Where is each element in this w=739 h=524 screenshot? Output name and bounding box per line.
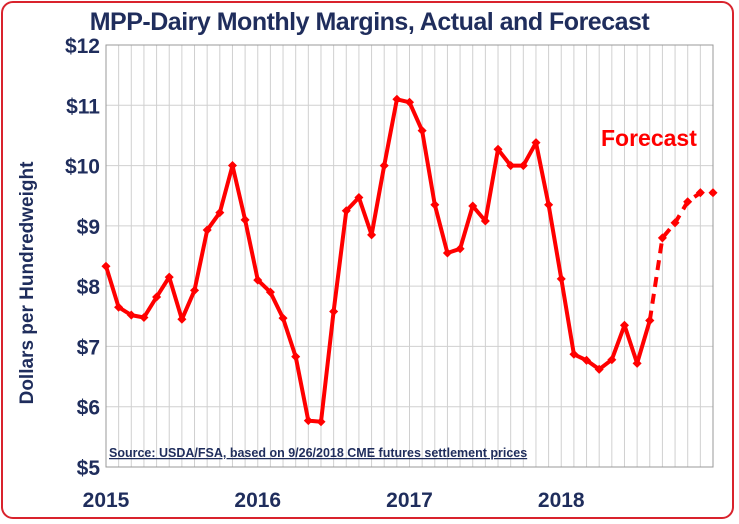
data-point	[101, 261, 111, 271]
y-tick-label: $11	[66, 95, 100, 118]
data-point	[430, 200, 440, 210]
data-point	[316, 417, 326, 427]
data-point	[442, 248, 452, 258]
forecast-annotation: Forecast	[601, 125, 697, 151]
forecast-line	[647, 190, 713, 321]
data-point	[619, 320, 629, 330]
data-point	[379, 161, 389, 171]
data-point	[227, 161, 238, 171]
y-tick-label: $9	[77, 216, 100, 239]
y-tick-label: $7	[77, 336, 100, 359]
data-point	[164, 272, 174, 282]
y-tick-label: $5	[77, 457, 101, 480]
x-tick-label: 2017	[386, 489, 433, 512]
x-tick-label: 2016	[234, 489, 281, 512]
source-note: Source: USDA/FSA, based on 9/26/2018 CME…	[109, 446, 527, 460]
data-point	[582, 355, 592, 365]
x-tick-label: 2015	[83, 489, 130, 512]
data-point	[670, 218, 680, 228]
plot-border	[105, 44, 714, 468]
y-tick-label: $10	[65, 156, 100, 179]
data-point	[177, 314, 187, 324]
data-point	[114, 302, 124, 312]
actual-line	[104, 97, 652, 424]
data-point	[556, 274, 566, 284]
data-point	[329, 306, 339, 317]
data-point	[291, 352, 301, 362]
data-point	[240, 215, 250, 225]
data-point	[417, 126, 427, 136]
data-point	[708, 188, 718, 198]
data-point	[139, 312, 149, 323]
data-point	[265, 287, 275, 297]
data-point	[632, 358, 642, 368]
data-point	[253, 275, 263, 285]
y-tick-label: $12	[65, 35, 100, 58]
data-point	[202, 225, 212, 235]
y-tick-label: $8	[77, 276, 101, 299]
data-point	[657, 233, 667, 243]
x-tick-label: 2018	[538, 489, 585, 512]
x-axis-ticks: 2015 2016 2017 2018	[83, 489, 585, 512]
data-point	[594, 364, 604, 374]
grid-lines	[105, 44, 714, 468]
y-tick-label: $6	[77, 397, 100, 420]
data-point	[392, 94, 402, 104]
y-axis-ticks: $5 $6 $7 $8 $9 $10 $11 $12	[65, 35, 100, 480]
data-point	[404, 97, 415, 107]
chart-title: MPP-Dairy Monthly Margins, Actual and Fo…	[89, 8, 650, 36]
data-point	[215, 208, 225, 218]
data-point	[341, 206, 351, 216]
y-axis-label: Dollars per Hundredweight	[17, 161, 38, 404]
data-point	[544, 200, 554, 210]
data-point	[303, 416, 313, 426]
data-point	[645, 315, 655, 326]
